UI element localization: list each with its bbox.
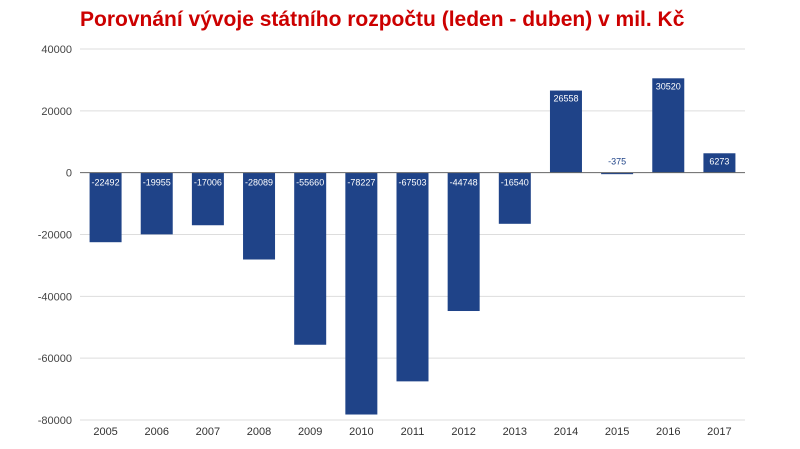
x-tick-label: 2009 (298, 426, 322, 438)
y-tick-label: 20000 (41, 106, 72, 118)
x-tick-label: 2012 (451, 426, 475, 438)
data-label: -55660 (296, 178, 324, 188)
bar (601, 172, 634, 175)
data-label: 30520 (656, 81, 681, 91)
data-label: 26558 (553, 94, 578, 104)
x-tick-label: 2010 (349, 426, 373, 438)
x-tick-label: 2014 (554, 426, 578, 438)
bar (294, 172, 327, 345)
data-label: -78227 (347, 178, 375, 188)
y-tick-label: 40000 (41, 44, 72, 56)
x-tick-label: 2008 (247, 426, 271, 438)
y-tick-label: 0 (66, 168, 72, 180)
bar (89, 172, 122, 243)
bar (345, 172, 378, 415)
bar (243, 172, 276, 260)
data-label: 6273 (709, 156, 729, 166)
data-label: -67503 (398, 178, 426, 188)
y-tick-label: -40000 (38, 291, 72, 303)
x-tick-label: 2017 (707, 426, 731, 438)
data-label: -17006 (194, 178, 222, 188)
data-label: -19955 (143, 178, 171, 188)
y-tick-label: -80000 (38, 415, 72, 427)
y-tick-label: -20000 (38, 230, 72, 242)
bar (140, 172, 173, 235)
bar (191, 172, 224, 226)
x-tick-label: 2011 (401, 426, 425, 438)
bar (498, 172, 531, 224)
x-tick-label: 2015 (605, 426, 629, 438)
x-tick-label: 2005 (93, 426, 117, 438)
x-tick-label: 2013 (503, 426, 527, 438)
chart-title: Porovnání vývoje státního rozpočtu (lede… (80, 8, 685, 31)
bar (549, 90, 582, 173)
bar (652, 78, 685, 173)
data-label: -28089 (245, 178, 273, 188)
data-label: -22492 (92, 178, 120, 188)
data-label: -16540 (501, 178, 529, 188)
bar (447, 172, 480, 312)
bar (703, 153, 736, 173)
bar (396, 172, 429, 382)
x-tick-label: 2006 (144, 426, 168, 438)
data-label: -44748 (450, 178, 478, 188)
y-tick-label: -60000 (38, 353, 72, 365)
x-tick-label: 2016 (656, 426, 680, 438)
x-tick-label: 2007 (196, 426, 220, 438)
data-label: -375 (608, 157, 626, 167)
